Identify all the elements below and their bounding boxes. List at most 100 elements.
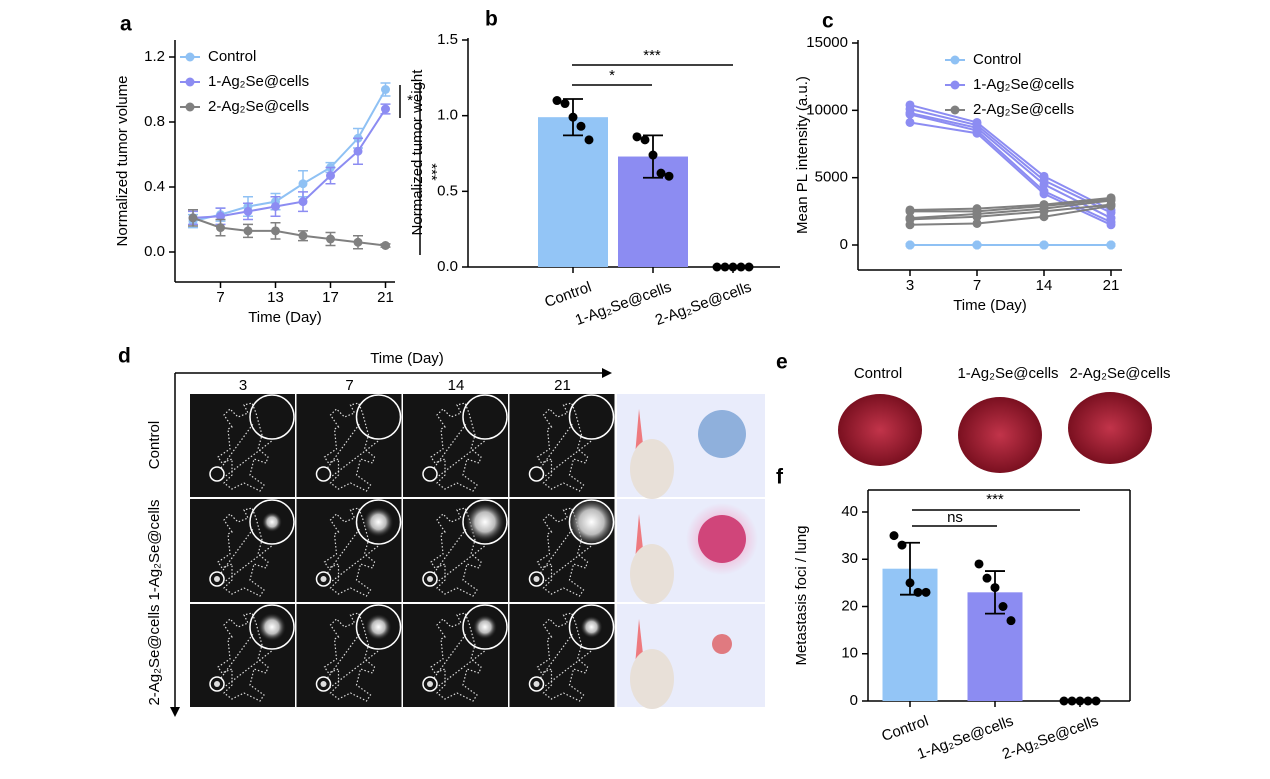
data-point [298,179,308,189]
data-point [381,85,390,94]
series-line [192,108,387,219]
panel-f-frame [868,489,1131,701]
tumor [698,515,746,563]
data-point [353,237,363,247]
legend-marker [185,52,195,62]
data-point [712,262,722,272]
data-point [353,146,363,156]
x-tick-label: 3 [906,277,914,294]
zoom-inset [355,499,402,545]
mouse-outline [430,402,482,492]
signal [214,681,220,687]
panel-label: a [120,13,132,36]
legend-label: 2-Ag₂Se@cells [973,101,1074,118]
y-tick-label: 40 [841,503,858,520]
data-point [1083,696,1093,706]
data-point [216,223,225,233]
data-point [1106,220,1116,230]
lung-photo [958,397,1042,473]
legend-label: Control [973,51,1021,68]
data-point [990,583,1000,593]
legend-marker [950,105,960,115]
data-point [720,262,730,272]
panel-label: f [776,466,784,489]
data-point [326,234,335,244]
tumor-roi [315,571,332,587]
mouse-body [630,439,674,499]
data-point [298,197,308,207]
signal [427,681,433,687]
mouse-outline [430,507,482,597]
series-line [909,108,1112,214]
data-point [744,262,754,272]
significance-label: *** [423,163,440,181]
significance-label: *** [643,47,661,64]
lung-label: Control [854,365,902,382]
signal [533,576,540,582]
signal [258,613,286,641]
data-point [972,212,982,222]
legend-label: Control [208,48,256,65]
data-point [1039,212,1049,222]
x-tick-label: 7 [216,289,224,306]
series-line [909,204,1112,226]
fluorescence-image [190,499,295,602]
data-point [243,206,253,216]
series-line [909,203,1112,221]
tumor-roi [209,571,225,587]
legend-label: 1-Ag₂Se@cells [208,73,309,90]
data-point [905,240,915,250]
legend-label: 2-Ag₂Se@cells [208,98,309,115]
data-point [298,231,308,241]
tumor-roi [528,466,545,482]
data-point [1039,240,1049,250]
tumor-roi [528,676,545,692]
tumor-roi [315,676,332,692]
y-tick-label: 15000 [806,34,848,51]
zoom-inset [355,604,402,650]
series-line [909,103,1112,211]
series [905,100,1116,230]
data-point [1039,189,1049,199]
column-label: 7 [345,377,353,394]
mouse-body [630,649,674,709]
data-point [905,117,915,127]
column-label: 14 [448,377,465,394]
zoom-inset [249,604,295,650]
data-point [552,96,562,106]
arrow-head [170,707,180,717]
fluorescence-image [509,394,615,497]
data-point [656,168,666,178]
tumor-roi [209,466,225,482]
data-point [568,112,578,122]
x-tick-label: 13 [267,289,284,306]
x-tick-label: 7 [973,277,981,294]
series-line [910,198,1112,213]
tumor-roi [528,571,545,587]
data-point [736,262,746,272]
signal [473,615,497,639]
y-tick-label: 5000 [815,169,848,186]
legend-marker [185,102,195,112]
tumor-roi [422,676,438,692]
signal [427,576,433,582]
mouse-outline [217,402,269,492]
data-point [271,202,280,211]
series-line [909,196,1112,211]
data-point [905,109,915,119]
y-tick-label: 10000 [806,101,848,118]
zoom-inset [568,499,615,545]
arrow-head [602,368,612,378]
time-label: Time (Day) [370,350,444,367]
significance-label: * [407,92,413,109]
legend-marker [185,77,195,87]
data-point [972,240,982,250]
data-point [1106,240,1116,250]
y-tick-label: 0.0 [144,243,165,260]
y-tick-label: 1.5 [437,31,458,48]
y-tick-label: 1.2 [144,48,165,65]
zoom-inset [462,499,508,545]
signal [533,681,540,687]
data-point [1006,616,1016,626]
legend-marker [950,80,960,90]
